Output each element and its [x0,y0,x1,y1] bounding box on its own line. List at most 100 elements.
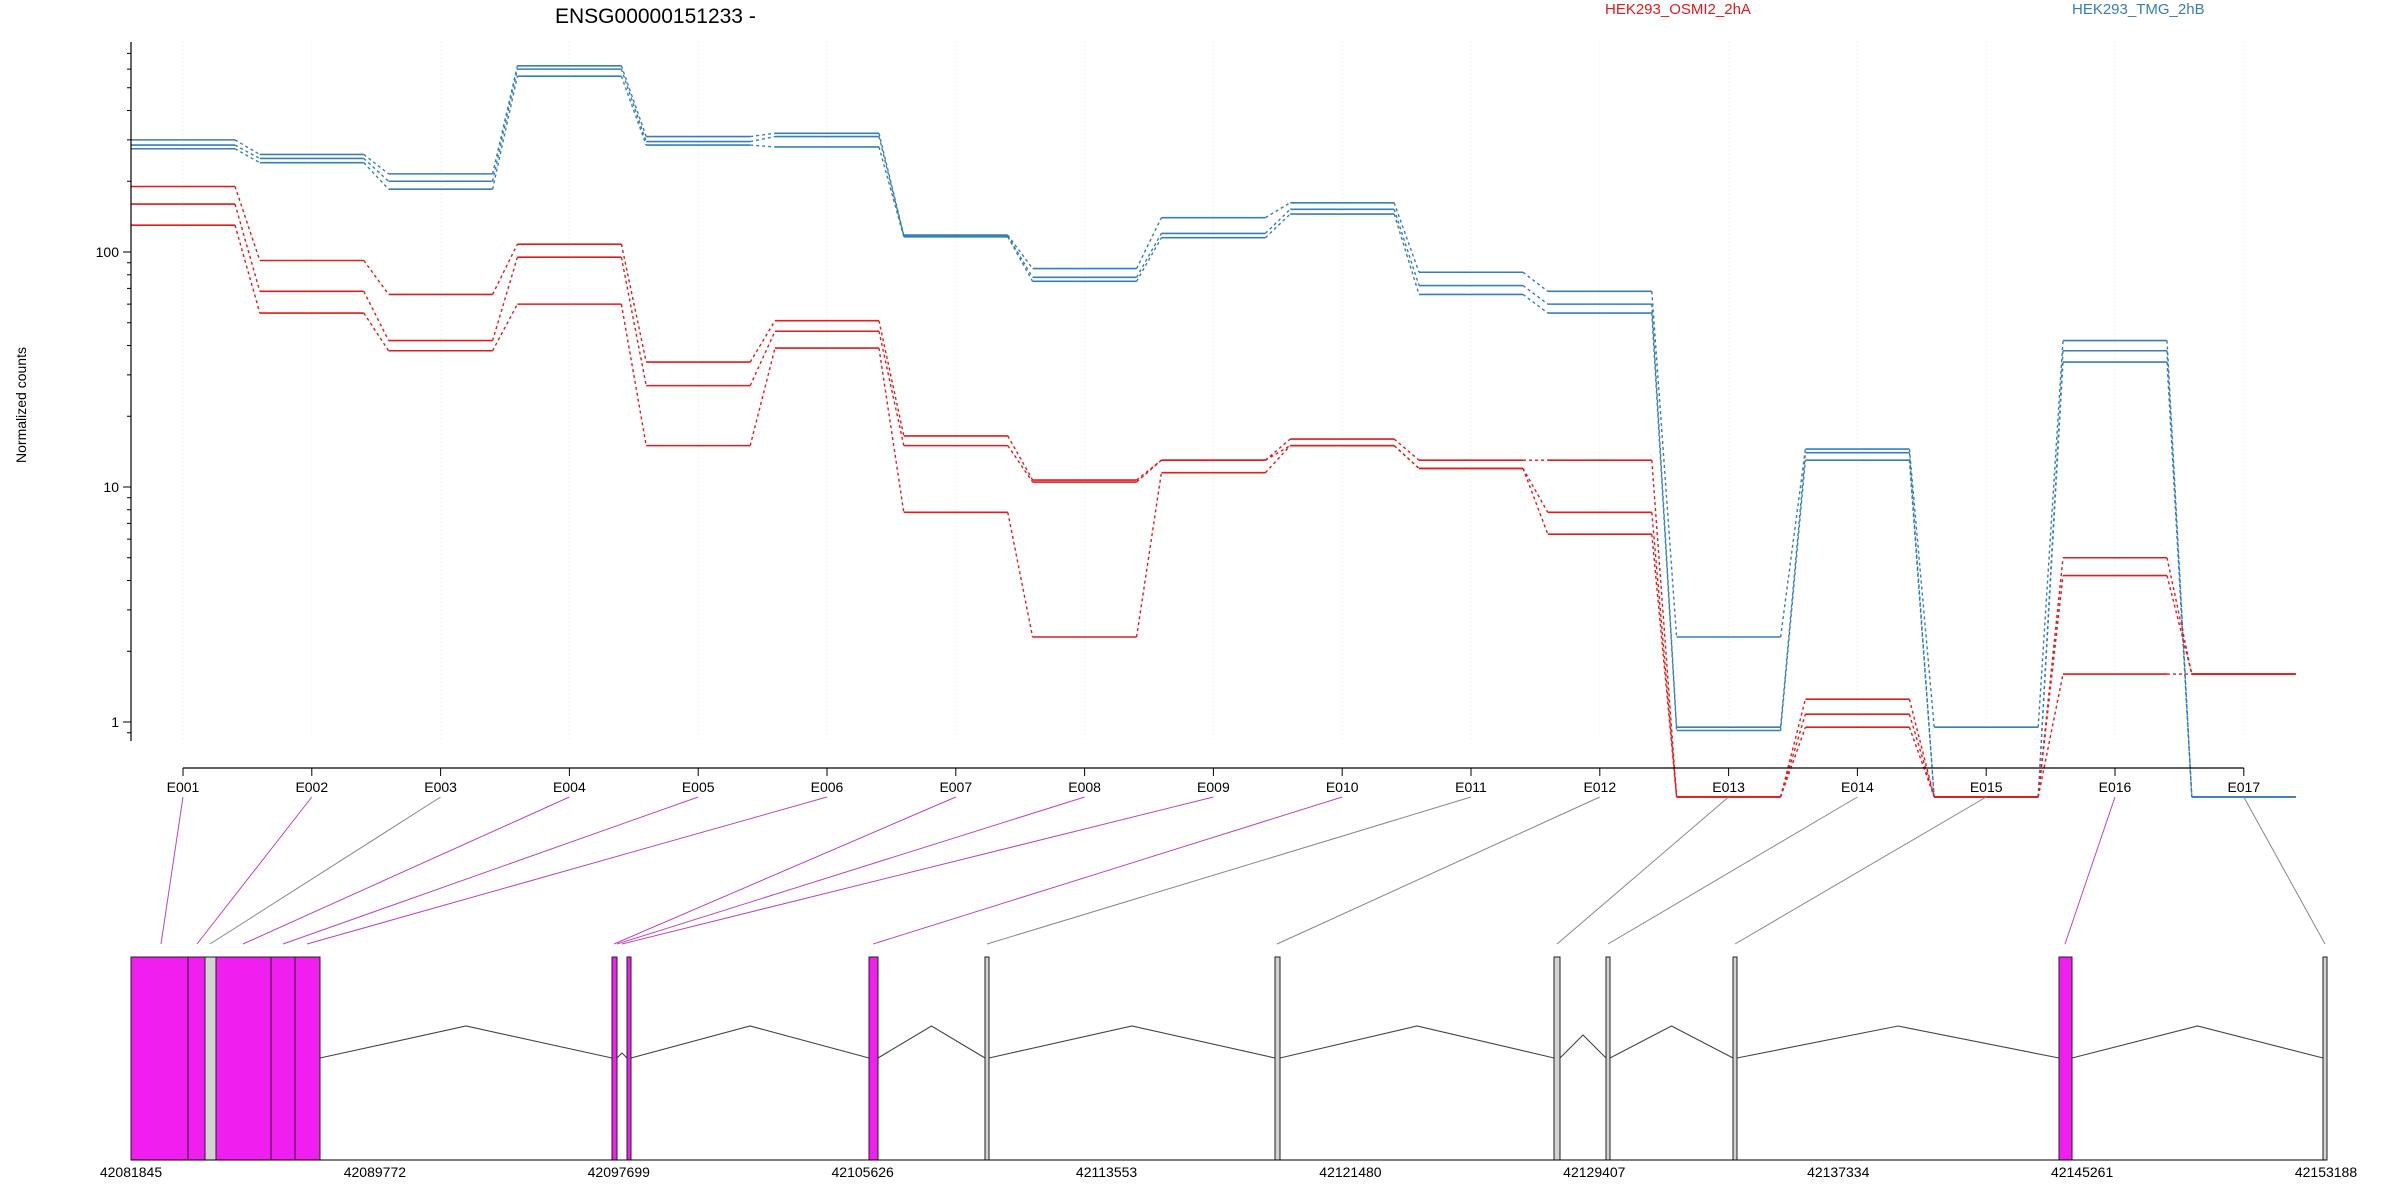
exon-tick-label: E015 [1970,779,2003,795]
chart-title: ENSG00000151233 - [555,5,756,28]
series-3-connector-15 [2037,362,2064,797]
exon-link-E012 [1276,796,1601,945]
gene-exon-box-13 [1605,956,1611,1161]
series-2-connector-12 [1651,304,1678,728]
series-1-connector-11 [1522,271,1549,292]
series-3-connector-10 [1393,213,1420,295]
series-5-connector-1 [234,203,261,292]
vertical-gridlines [182,42,2245,741]
coordinate-tick-label: 42113553 [1076,1164,1137,1180]
exon-link-E013 [1556,796,1729,945]
coordinate-tick-label: 42129407 [1563,1164,1626,1180]
series-6-connector-3 [491,303,519,352]
gene-exon-box-14 [1732,956,1738,1161]
series-1-connector-13 [1779,448,1807,638]
series-4-connector-8 [1136,459,1162,481]
series-6-connector-12 [1651,534,1678,797]
series-2-connector-13 [1779,452,1807,728]
series-1-connector-14 [1908,449,1935,728]
intron-7 [1559,1034,1607,1059]
exon-tick-label: E011 [1455,779,1487,795]
series-5-connector-3 [491,257,519,341]
series-1-connector-3 [491,65,519,175]
y-axis-label: Normalized counts [13,347,29,463]
series-5-connector-6 [878,331,905,446]
series-3-connector-14 [1908,460,1935,797]
series-6-connector-13 [1779,727,1807,798]
exon-link-E010 [872,796,1343,945]
series-2-connector-11 [1522,284,1549,305]
gene-model [130,956,2328,1161]
intron-1 [319,1025,613,1059]
series-4-connector-7 [1007,435,1034,481]
coordinate-tick-label: 42145261 [2051,1164,2114,1180]
series-4-connector-16 [2166,557,2193,675]
series-4-connector-13 [1779,699,1807,798]
series-2-connector-10 [1393,209,1420,286]
gene-exon-box-7 [611,956,618,1161]
series-5-connector-16 [2166,575,2193,675]
intron-4 [877,1025,986,1059]
y-tick-label: 10 [103,479,119,495]
coordinate-tick-label: 42105626 [832,1164,895,1180]
exon-link-E017 [2243,796,2326,945]
series-5-connector-12 [1651,512,1678,797]
exon-tick-label: E017 [2227,779,2260,795]
exon-tick-label: E006 [811,779,844,795]
exon-link-E015 [1734,796,1987,945]
exon-link-E002 [196,796,313,945]
exon-link-E006 [306,796,828,945]
series-6-connector-4 [620,304,647,446]
coordinate-tick-label: 42097699 [588,1164,651,1180]
exon-link-E016 [2064,796,2116,945]
series-1-connector-12 [1651,291,1678,638]
coordinate-tick-label: 42089772 [344,1164,407,1180]
gene-exon-box-16 [2322,956,2328,1161]
exon-link-lines [160,796,2326,945]
series-4-connector-4 [620,244,647,363]
legend-label-tmg: HEK293_TMG_2hB [2072,1,2205,18]
series-1-connector-9 [1265,202,1291,219]
series-2-connector-6 [878,136,905,237]
series-1-connector-2 [363,153,390,175]
gene-exon-box-3 [204,956,217,1161]
series-5-connector-10 [1393,445,1420,469]
exon-tick-label: E010 [1326,779,1359,795]
series-1-connector-10 [1393,202,1420,273]
series-3-connector-4 [620,75,647,146]
series-5-connector-4 [620,257,647,386]
exon-axis: E001 E002 E003 E004 E005 E006 E007 E008 E009 E010… [167,767,2260,795]
gene-exon-box-6 [294,956,321,1161]
series-4-connector-15 [2037,557,2064,797]
coordinate-tick-label: 42153188 [2295,1164,2358,1180]
intron-10 [2071,1025,2324,1059]
intron-5 [988,1025,1276,1059]
series-2-connector-9 [1264,208,1291,234]
series-3-connector-9 [1264,213,1291,239]
series-3-connector-12 [1651,312,1678,731]
gene-exon-box-9 [868,956,879,1161]
gene-exon-box-5 [270,956,296,1161]
series-2-connector-4 [620,68,647,142]
exon-tick-label: E016 [2099,779,2132,795]
intron-3 [630,1025,870,1059]
exon-tick-label: E009 [1197,779,1230,795]
series-4-connector-2 [363,260,390,295]
series-2-connector-2 [363,157,390,182]
series-3-connector-5 [750,144,776,148]
intron-9 [1736,1025,2060,1059]
series-6-connector-9 [1264,445,1291,474]
exon-link-E009 [621,796,1214,945]
series-4-connector-1 [234,186,261,261]
gene-exon-box-2 [187,956,206,1161]
series-5-connector-11 [1522,468,1549,513]
series-1-connector-1 [234,139,261,156]
series-4-connector-5 [749,320,776,363]
series-3-connector-2 [363,162,390,190]
y-tick-label: 1 [111,714,119,730]
exon-link-E005 [282,796,699,945]
series-5-connector-9 [1265,445,1291,461]
exon-tick-label: E003 [424,779,457,795]
exon-link-E014 [1607,796,1858,945]
